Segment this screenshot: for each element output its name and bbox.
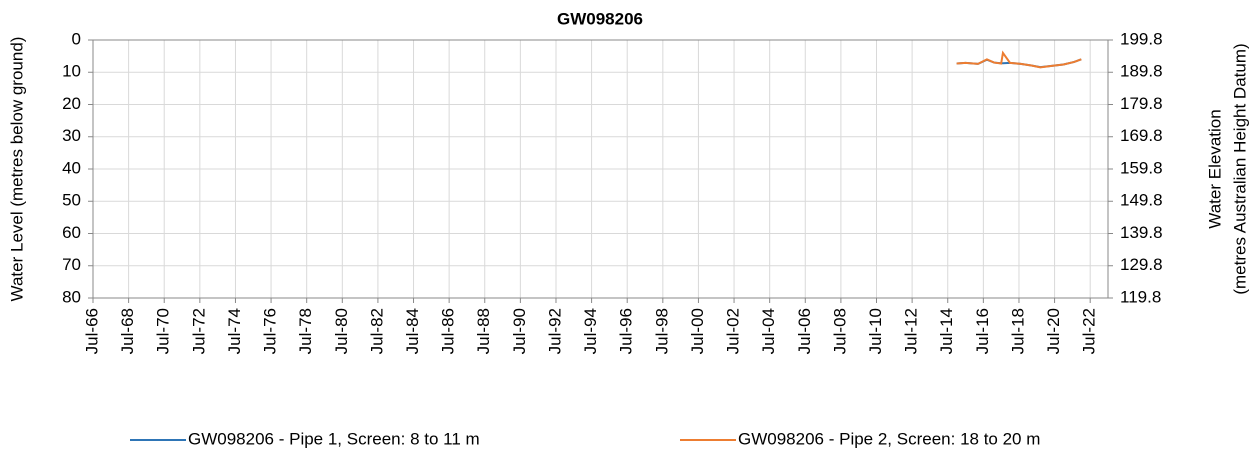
x-tick-label: Jul-02 (724, 308, 743, 354)
y2-tick-label: 169.8 (1120, 126, 1163, 145)
x-tick-label: Jul-98 (652, 308, 671, 354)
y2-tick-label: 159.8 (1120, 158, 1163, 177)
y2-tick-label: 149.8 (1120, 191, 1163, 210)
x-tick-label: Jul-72 (189, 308, 208, 354)
x-tick-label: Jul-20 (1044, 308, 1063, 354)
x-tick-label: Jul-00 (688, 308, 707, 354)
x-tick-label: Jul-16 (973, 308, 992, 354)
x-tick-label: Jul-94 (581, 308, 600, 354)
y2-tick-label: 119.8 (1120, 287, 1161, 306)
y2-tick-label: 199.8 (1120, 29, 1163, 48)
y-tick-label: 30 (62, 126, 81, 145)
x-tick-label: Jul-18 (1008, 308, 1027, 354)
y-axis-label: Water Level (metres below ground) (7, 37, 26, 302)
x-tick-label: Jul-84 (403, 308, 422, 354)
y-tick-label: 10 (62, 62, 81, 81)
x-tick-label: Jul-70 (154, 308, 173, 354)
x-tick-label: Jul-90 (510, 308, 529, 354)
x-tick-label: Jul-22 (1080, 308, 1099, 354)
x-tick-label: Jul-68 (118, 308, 137, 354)
y2-axis-label: (metres Australian Height Datum) (1230, 43, 1249, 294)
plot-border (92, 39, 1109, 299)
y-tick-label: 70 (62, 255, 81, 274)
x-tick-label: Jul-04 (759, 308, 778, 354)
legend-label: GW098206 - Pipe 2, Screen: 18 to 20 m (738, 429, 1040, 448)
x-tick-label: Jul-10 (866, 308, 885, 354)
x-tick-label: Jul-80 (332, 308, 351, 354)
x-tick-label: Jul-08 (830, 308, 849, 354)
x-tick-label: Jul-06 (795, 308, 814, 354)
x-tick-label: Jul-82 (367, 308, 386, 354)
y-tick-label: 50 (62, 191, 81, 210)
x-tick-label: Jul-66 (82, 308, 101, 354)
y-tick-label: 60 (62, 223, 81, 242)
y2-tick-label: 129.8 (1120, 255, 1163, 274)
y2-tick-label: 179.8 (1120, 94, 1163, 113)
x-tick-label: Jul-88 (474, 308, 493, 354)
x-tick-label: Jul-78 (296, 308, 315, 354)
chart-title: GW098206 (557, 9, 643, 28)
y-tick-label: 40 (62, 158, 81, 177)
x-tick-label: Jul-86 (439, 308, 458, 354)
legend-label: GW098206 - Pipe 1, Screen: 8 to 11 m (188, 429, 480, 448)
x-tick-label: Jul-76 (261, 308, 280, 354)
y2-axis-label: Water Elevation (1205, 109, 1224, 228)
y-tick-label: 20 (62, 94, 81, 113)
x-tick-label: Jul-14 (937, 308, 956, 354)
x-tick-label: Jul-96 (617, 308, 636, 354)
y2-tick-label: 189.8 (1120, 62, 1163, 81)
x-tick-label: Jul-92 (545, 308, 564, 354)
x-tick-label: Jul-74 (225, 308, 244, 354)
y-tick-label: 0 (72, 29, 81, 48)
data-line (956, 50, 1082, 69)
x-tick-label: Jul-12 (902, 308, 921, 354)
y2-tick-label: 139.8 (1120, 223, 1163, 242)
y-tick-label: 80 (62, 287, 81, 306)
